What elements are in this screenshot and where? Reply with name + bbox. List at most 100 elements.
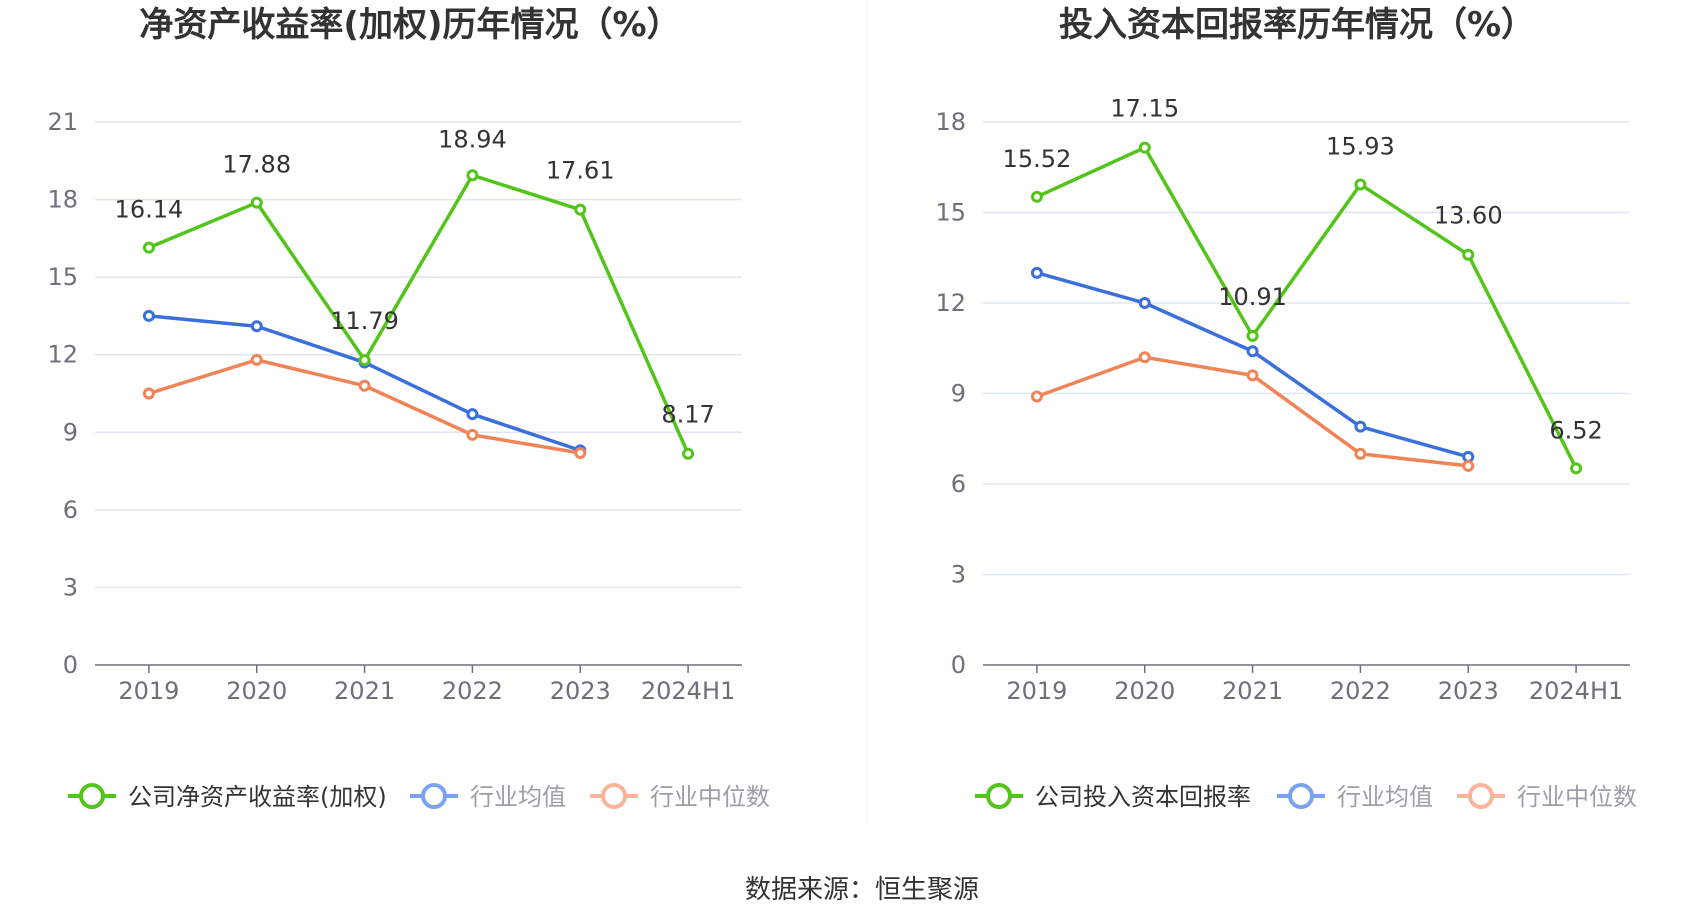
chart-title: 投入资本回报率历年情况（%） (1059, 5, 1535, 45)
company-series: 16.14 17.88 11.79 18.94 17.61 8.17 (115, 125, 715, 460)
legend-line-circle-icon (590, 783, 638, 809)
data-label: 17.15 (1110, 95, 1179, 123)
data-point[interactable] (574, 446, 587, 459)
data-point[interactable] (250, 353, 263, 366)
data-point[interactable] (682, 447, 695, 460)
y-tick-label: 18 (935, 108, 966, 136)
data-label: 17.61 (546, 157, 615, 185)
data-point[interactable] (1138, 141, 1151, 154)
industry-median-series (142, 353, 587, 459)
data-source-label: 数据来源：恒生聚源 (745, 875, 979, 905)
x-tick-label: 2023 (550, 677, 611, 705)
y-tick-label: 15 (935, 199, 966, 227)
legend-label: 公司净资产收益率(加权) (128, 783, 387, 811)
chart-title: 净资产收益率(加权)历年情况（%） (139, 5, 680, 45)
data-point[interactable] (1354, 178, 1367, 191)
data-point[interactable] (358, 354, 371, 367)
y-tick-label: 6 (951, 470, 966, 498)
data-point[interactable] (1138, 297, 1151, 309)
x-tick-label: 2021 (1222, 677, 1283, 705)
data-point[interactable] (250, 196, 263, 209)
legend-label: 公司投入资本回报率 (1035, 783, 1251, 811)
chart-panel-roe: 净资产收益率(加权)历年情况（%） 0 3 6 9 12 15 18 21 2019 2020 20… (47, 5, 770, 811)
data-point[interactable] (1354, 420, 1367, 433)
chart-panel-roic: 投入资本回报率历年情况（%） 0 3 6 9 12 15 18 2019 2020 2021 202… (935, 5, 1637, 811)
legend-label: 行业均值 (1337, 783, 1433, 811)
legend-label: 行业中位数 (650, 783, 770, 811)
data-point[interactable] (1246, 369, 1259, 382)
legend-line-circle-icon (410, 783, 458, 809)
data-point[interactable] (1570, 462, 1583, 475)
legend-item-company-series[interactable]: 公司投入资本回报率 (975, 783, 1251, 811)
data-point[interactable] (466, 428, 479, 441)
y-tick-label: 15 (47, 263, 78, 291)
data-point[interactable] (1462, 248, 1475, 261)
data-point[interactable] (466, 169, 479, 182)
legend-item-industry-median-series[interactable]: 行业中位数 (590, 783, 770, 811)
legend-item-industry-median-series[interactable]: 行业中位数 (1457, 783, 1637, 811)
legend: 公司净资产收益率(加权) 行业均值 行业中位数 (68, 783, 770, 811)
y-tick-label: 3 (63, 573, 78, 601)
y-tick-label: 0 (951, 651, 966, 679)
x-tick-label: 2023 (1438, 677, 1499, 705)
series-line (1036, 145, 1578, 470)
y-tick-label: 12 (935, 289, 966, 317)
x-tick-label: 2024H1 (641, 677, 735, 705)
data-point[interactable] (358, 379, 371, 392)
y-tick-label: 9 (63, 418, 78, 446)
series-line (148, 173, 690, 455)
y-tick-label: 18 (47, 186, 78, 214)
data-point[interactable] (1246, 329, 1259, 342)
data-point[interactable] (1138, 351, 1151, 364)
legend-line-circle-icon (1457, 783, 1505, 809)
y-tick-label: 3 (951, 561, 966, 589)
data-label: 15.52 (1003, 145, 1072, 173)
data-label: 17.88 (222, 151, 291, 179)
data-label: 18.94 (438, 125, 507, 153)
legend-item-industry-average-series[interactable]: 行业均值 (1277, 783, 1433, 811)
legend-label: 行业均值 (470, 783, 566, 811)
legend-line-circle-icon (68, 783, 116, 809)
data-label: 8.17 (661, 401, 714, 429)
x-tick-label: 2019 (1006, 677, 1067, 705)
data-point[interactable] (574, 203, 587, 216)
x-tick-label: 2021 (334, 677, 395, 705)
data-point[interactable] (1246, 345, 1259, 358)
industry-average-series (1030, 266, 1475, 463)
data-point[interactable] (250, 320, 263, 333)
data-point[interactable] (142, 241, 155, 254)
y-tick-label: 6 (63, 496, 78, 524)
data-label: 10.91 (1218, 283, 1287, 311)
legend-label: 行业中位数 (1517, 783, 1637, 811)
series-line (148, 358, 581, 455)
industry-median-series (1030, 351, 1475, 472)
data-label: 6.52 (1549, 416, 1602, 444)
data-point[interactable] (1030, 266, 1043, 279)
legend-line-circle-icon (1277, 783, 1325, 809)
legend-item-company-series[interactable]: 公司净资产收益率(加权) (68, 783, 387, 811)
plot-area: 0 3 6 9 12 15 18 2019 2020 2021 2022 2023 2024H1 15.5… (935, 95, 1630, 705)
data-point[interactable] (1462, 459, 1475, 472)
y-tick-label: 9 (951, 380, 966, 408)
y-tick-label: 12 (47, 341, 78, 369)
x-tick-label: 2020 (1114, 677, 1175, 705)
x-tick-label: 2022 (1330, 677, 1391, 705)
data-point[interactable] (466, 408, 479, 421)
company-series: 15.52 17.15 10.91 15.93 13.60 6.52 (1003, 95, 1603, 475)
x-tick-label: 2019 (118, 677, 179, 705)
data-point[interactable] (1030, 190, 1043, 203)
data-point[interactable] (142, 387, 155, 400)
data-point[interactable] (1030, 390, 1043, 403)
data-point[interactable] (1354, 447, 1367, 460)
legend-item-industry-average-series[interactable]: 行业均值 (410, 783, 566, 811)
data-label: 15.93 (1326, 132, 1395, 160)
data-point[interactable] (142, 309, 155, 322)
y-tick-label: 21 (47, 108, 78, 136)
legend: 公司投入资本回报率 行业均值 行业中位数 (975, 783, 1637, 811)
data-label: 13.60 (1434, 202, 1503, 230)
legend-line-circle-icon (975, 783, 1023, 809)
x-tick-label: 2024H1 (1529, 677, 1623, 705)
data-label: 16.14 (115, 196, 184, 224)
plot-area: 0 3 6 9 12 15 18 21 2019 2020 2021 2022 2023 2024H1 16… (47, 108, 742, 705)
